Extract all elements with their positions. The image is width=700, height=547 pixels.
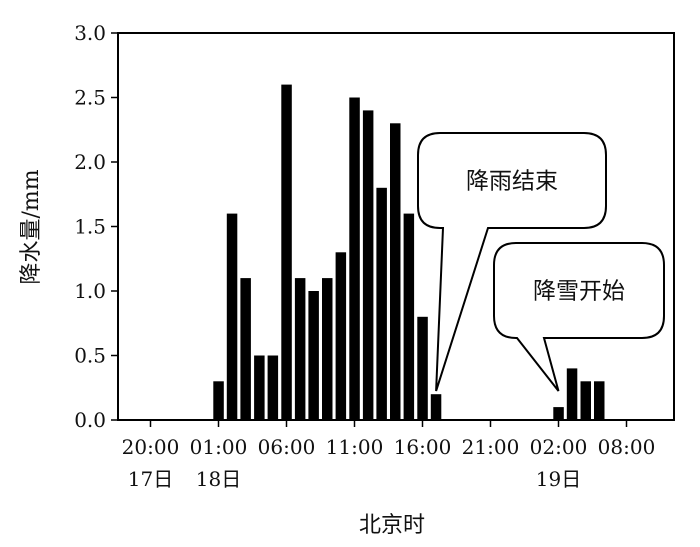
bar <box>566 368 578 420</box>
bar <box>281 84 292 420</box>
bar <box>580 381 591 420</box>
bar <box>308 291 319 420</box>
bar <box>335 252 347 420</box>
x-axis-label: 北京时 <box>359 513 425 538</box>
bar <box>430 394 442 420</box>
bar <box>349 97 360 420</box>
y-axis-label: 降水量/mm <box>19 169 44 284</box>
bar <box>376 187 387 420</box>
callout-text: 降雨结束 <box>466 169 558 195</box>
x-tick-date-label: 19日 <box>536 467 581 491</box>
bar <box>553 407 564 420</box>
bar <box>594 381 605 420</box>
bar <box>267 355 279 420</box>
bar <box>322 278 333 420</box>
x-tick-label: 02:00 <box>530 435 588 459</box>
bar <box>294 278 306 420</box>
y-axis: 0.0 0.5 1.0 1.5 2.0 2.5 3.0 <box>74 21 118 432</box>
x-tick-label: 16:00 <box>394 435 452 459</box>
bar <box>390 123 401 421</box>
bar <box>254 355 265 420</box>
callout-bubble <box>493 242 665 392</box>
callout-bubble <box>417 132 607 392</box>
y-tick-label: 1.0 <box>74 279 106 303</box>
x-tick-label: 11:00 <box>326 435 384 459</box>
bar <box>417 316 428 420</box>
x-tick-label: 20:00 <box>122 435 180 459</box>
bar <box>226 213 238 420</box>
y-tick-label: 1.5 <box>74 215 106 239</box>
bar <box>362 110 374 421</box>
bar <box>240 278 251 420</box>
y-tick-label: 2.0 <box>74 150 106 174</box>
bars-layer <box>213 84 605 421</box>
y-tick-label: 2.5 <box>74 86 106 110</box>
x-tick-date-label: 17日 <box>128 467 173 491</box>
bar <box>213 381 224 420</box>
y-tick-label: 3.0 <box>74 21 106 45</box>
x-axis: 20:00 17日 01:00 18日 06:00 11:00 16:00 21:00 02:0… <box>122 420 656 491</box>
x-tick-label: 01:00 <box>190 435 248 459</box>
x-tick-date-label: 18日 <box>196 467 241 491</box>
y-tick-label: 0.0 <box>74 408 106 432</box>
bar <box>403 213 415 420</box>
x-tick-label: 06:00 <box>258 435 316 459</box>
callout-text: 降雪开始 <box>533 279 625 305</box>
x-tick-label: 08:00 <box>598 435 656 459</box>
y-tick-label: 0.5 <box>74 344 106 368</box>
x-tick-label: 21:00 <box>462 435 520 459</box>
